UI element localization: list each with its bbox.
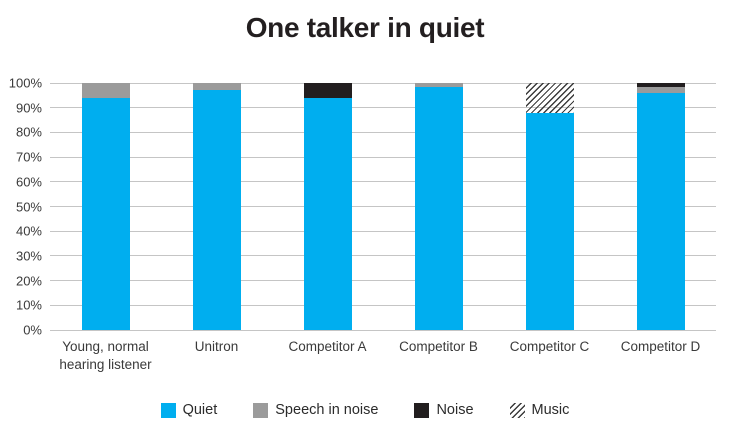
legend-item-quiet: Quiet: [160, 402, 218, 418]
bar-segment-noise: [303, 83, 352, 98]
legend-swatch-speech_in_noise: [253, 402, 269, 418]
bar-segment-speech_in_noise: [192, 83, 241, 91]
y-tick-label: 100%: [8, 75, 42, 91]
y-tick-label: 70%: [15, 149, 42, 165]
x-axis-label: Competitor C: [509, 339, 590, 354]
legend-swatch-music: [509, 402, 525, 418]
bar-segment-quiet: [192, 90, 241, 330]
y-axis-labels: 0% 10% 20% 30% 40% 50% 60% 70% 80% 90% 100%: [0, 76, 42, 338]
bar-slot: [50, 83, 161, 330]
legend-item-music: Music: [509, 402, 570, 418]
legend-item-speech_in_noise: Speech in noise: [253, 402, 378, 418]
y-tick-label: 40%: [15, 223, 42, 239]
gridline: [50, 329, 716, 331]
bar-slot: [272, 83, 383, 330]
bar-segment-quiet: [525, 112, 574, 330]
bar: [414, 83, 463, 330]
bar-segment-quiet: [303, 97, 352, 330]
gridline: [50, 255, 716, 257]
bar: [303, 83, 352, 330]
y-tick-label: 20%: [15, 273, 42, 289]
legend-label: Noise: [436, 402, 474, 418]
legend: Quiet Speech in noise Noise Music: [0, 402, 730, 418]
y-tick-label: 60%: [15, 174, 42, 190]
bar-segment-speech_in_noise: [636, 86, 685, 93]
bar-segment-quiet: [414, 86, 463, 330]
gridline: [50, 82, 716, 84]
x-axis-label: Young, normal hearing listener: [59, 339, 152, 372]
bar: [192, 83, 241, 330]
legend-swatch-quiet: [160, 402, 176, 418]
bar-slots: [50, 83, 716, 330]
chart-title: One talker in quiet: [245, 12, 485, 43]
y-tick-label: 50%: [15, 199, 42, 214]
legend-label: Quiet: [182, 402, 218, 418]
bar-slot: [383, 83, 494, 330]
bar-segment-speech_in_noise: [81, 83, 130, 98]
gridline: [50, 280, 716, 282]
bar-segment-quiet: [636, 92, 685, 330]
y-tick-label: 90%: [15, 100, 42, 116]
x-axis-label: Competitor B: [399, 339, 478, 354]
bar-slot: [605, 83, 716, 330]
gridline: [50, 181, 716, 183]
y-tick-label: 10%: [15, 297, 42, 313]
gridline: [50, 304, 716, 306]
bar-segment-noise: [636, 83, 685, 87]
bar-slot: [161, 83, 272, 330]
bar: [81, 83, 130, 330]
legend-label: Music: [531, 402, 570, 418]
plot-area: [50, 82, 716, 331]
y-tick-label: 0%: [23, 322, 42, 338]
x-axis-label: Competitor D: [620, 339, 701, 354]
gridline: [50, 156, 716, 158]
gridline: [50, 206, 716, 207]
gridlines: [50, 82, 716, 331]
bar: [636, 83, 685, 330]
x-axis-label: Competitor A: [288, 339, 367, 354]
legend-item-noise: Noise: [414, 402, 474, 418]
bar-segment-quiet: [81, 97, 130, 330]
gridline: [50, 131, 716, 133]
x-axis-labels: Young, normal hearing listener Unitron Com…: [50, 338, 716, 373]
legend-label: Speech in noise: [275, 402, 379, 418]
legend-swatch-noise: [414, 402, 430, 418]
bar-segment-speech_in_noise: [414, 83, 463, 87]
y-tick-label: 80%: [15, 124, 42, 140]
bar-segment-music: [525, 83, 574, 113]
x-axis-label: Unitron: [194, 339, 239, 354]
bar-slot: [494, 83, 605, 330]
gridline: [50, 230, 716, 232]
bar: [525, 83, 574, 330]
y-tick-label: 30%: [15, 248, 42, 264]
gridline: [50, 107, 716, 109]
